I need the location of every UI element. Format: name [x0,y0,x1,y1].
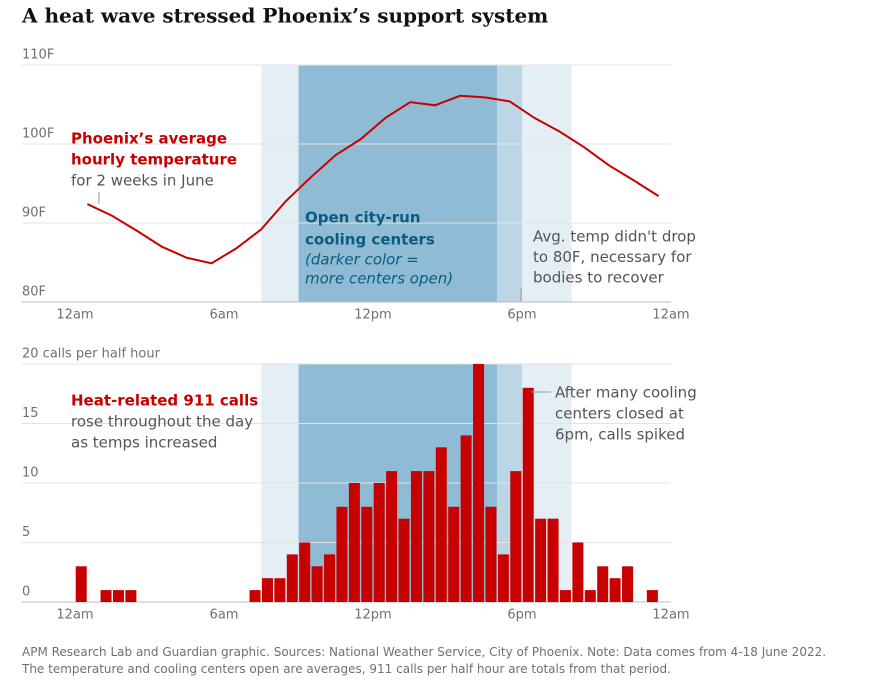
y-tick-label: 90F [22,206,46,221]
plots: 80F 90F 100F 110F 12am 6am 12pm 6pm 12am Phoenix’… [22,48,697,623]
bar [559,590,571,602]
annotation: Avg. temp didn't drop [533,228,696,246]
bar [100,590,112,602]
bar [473,364,485,602]
annotation: bodies to recover [533,269,665,287]
x-tick-label: 6pm [507,308,536,323]
bar [324,554,336,602]
x-tick-label: 6pm [507,608,536,623]
bar [373,483,385,602]
bar [609,578,621,602]
annotation: rose throughout the day [71,413,253,431]
x-tick-label: 12am [56,308,93,323]
bar [535,518,547,602]
annotation: as temps increased [71,434,217,452]
y-tick-label: 10 [22,466,39,481]
y-tick-label: 15 [22,406,39,421]
y-tick-label: 20 calls per half hour [22,347,161,362]
bar [597,566,609,602]
bar [249,590,261,602]
source-note: APM Research Lab and Guardian graphic. S… [22,645,827,676]
bar [286,554,298,602]
bar [522,387,534,602]
bar [125,590,137,602]
bar [112,590,124,602]
bar [485,506,497,602]
y-tick-label: 100F [22,127,54,142]
x-tick-label: 6am [210,608,239,623]
annotation: After many cooling [555,384,697,402]
bar [547,518,559,602]
x-tick-label: 12am [56,608,93,623]
annotation: (darker color = [305,251,419,269]
bar [497,554,509,602]
y-tick-label: 0 [22,585,30,600]
x-tick-label: 12am [652,608,689,623]
x-tick-label: 12am [652,308,689,323]
bar [261,578,273,602]
annotation: to 80F, necessary for [533,248,692,266]
bar [622,566,634,602]
cooling-band [298,65,498,302]
bar [448,506,460,602]
bar [274,578,286,602]
bar [361,506,373,602]
x-tick-label: 12pm [354,608,391,623]
y-tick-label: 110F [22,48,54,63]
bar [348,483,360,602]
bar [336,506,348,602]
bar [299,542,311,602]
bar [460,435,472,602]
annotation: Phoenix’s average [71,130,227,148]
y-tick-label: 80F [22,285,46,300]
bar [311,566,323,602]
chart-title: A heat wave stressed Phoenix’s support s… [21,4,548,28]
bar [510,471,522,602]
bar [410,471,422,602]
annotation: cooling centers [305,231,435,249]
bar [398,518,410,602]
bar [572,542,584,602]
x-tick-label: 6am [210,308,239,323]
annotation: Heat-related 911 calls [71,392,258,410]
bar [584,590,596,602]
bar [386,471,398,602]
cooling-band [497,65,522,302]
bar [75,566,87,602]
annotation: for 2 weeks in June [71,172,214,190]
y-tick-label: 5 [22,525,30,540]
annotation: 6pm, calls spiked [555,426,685,444]
bar [435,447,447,602]
bar [646,590,658,602]
temperature-line [86,94,660,265]
x-tick-label: 12pm [354,308,391,323]
annotation: hourly temperature [71,151,237,169]
annotation: centers closed at [555,405,684,423]
annotation: Open city-run [305,209,421,227]
bar [423,471,435,602]
chart: A heat wave stressed Phoenix’s support s… [21,4,697,623]
annotation: more centers open) [305,270,453,288]
